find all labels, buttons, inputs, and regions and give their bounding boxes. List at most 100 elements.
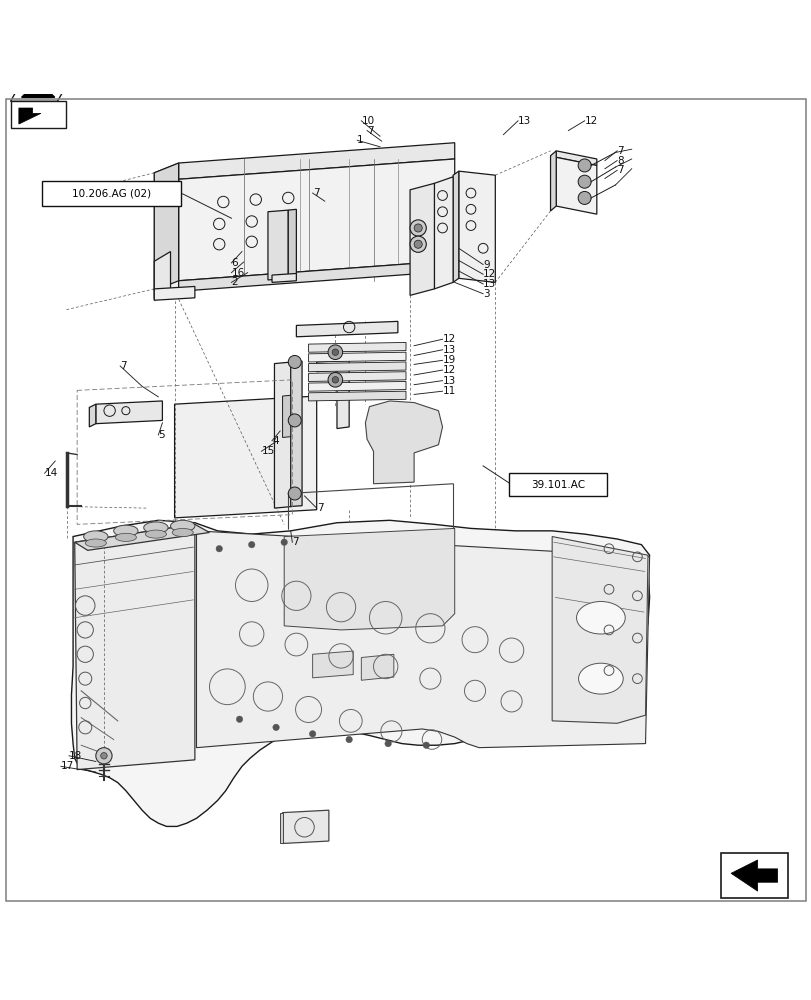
- Circle shape: [414, 240, 422, 248]
- Text: 3: 3: [483, 289, 489, 299]
- Circle shape: [577, 175, 590, 188]
- Ellipse shape: [145, 530, 166, 538]
- Polygon shape: [154, 252, 170, 299]
- Text: 12: 12: [483, 269, 496, 279]
- Polygon shape: [274, 362, 292, 508]
- FancyBboxPatch shape: [42, 181, 181, 206]
- Text: 10: 10: [361, 116, 374, 126]
- Text: 13: 13: [483, 279, 496, 289]
- Text: 12: 12: [442, 365, 455, 375]
- Circle shape: [281, 539, 287, 545]
- Circle shape: [288, 414, 301, 427]
- Text: 7: 7: [312, 188, 319, 198]
- Polygon shape: [361, 654, 393, 680]
- Text: 4: 4: [272, 436, 278, 446]
- Polygon shape: [550, 151, 556, 211]
- Polygon shape: [178, 260, 454, 291]
- Circle shape: [332, 377, 338, 383]
- Circle shape: [414, 224, 422, 232]
- Polygon shape: [282, 810, 328, 843]
- Text: 2: 2: [231, 277, 238, 287]
- Ellipse shape: [115, 533, 136, 541]
- Text: 7: 7: [120, 361, 127, 371]
- Text: 9: 9: [483, 260, 489, 270]
- Polygon shape: [308, 381, 406, 391]
- Circle shape: [236, 716, 242, 722]
- Polygon shape: [280, 813, 282, 843]
- Circle shape: [345, 736, 352, 743]
- Text: 15: 15: [261, 446, 274, 456]
- Text: 13: 13: [517, 116, 530, 126]
- Circle shape: [101, 753, 107, 759]
- Polygon shape: [730, 860, 777, 891]
- Polygon shape: [11, 101, 66, 128]
- Polygon shape: [288, 209, 296, 278]
- Polygon shape: [410, 183, 434, 295]
- Circle shape: [216, 545, 222, 552]
- Circle shape: [384, 740, 391, 747]
- Polygon shape: [154, 163, 178, 291]
- Polygon shape: [178, 143, 454, 179]
- Circle shape: [288, 487, 301, 500]
- Circle shape: [577, 159, 590, 172]
- Polygon shape: [71, 520, 649, 826]
- Text: 5: 5: [158, 430, 165, 440]
- Circle shape: [288, 355, 301, 368]
- Text: 13: 13: [442, 345, 455, 355]
- Ellipse shape: [84, 531, 108, 542]
- Text: 19: 19: [442, 355, 455, 365]
- Text: 18: 18: [69, 751, 82, 761]
- Polygon shape: [272, 273, 296, 282]
- Polygon shape: [282, 395, 290, 437]
- Polygon shape: [308, 372, 406, 381]
- Polygon shape: [308, 342, 406, 352]
- Polygon shape: [75, 524, 195, 770]
- Text: 12: 12: [584, 116, 597, 126]
- Text: 14: 14: [45, 468, 58, 478]
- Polygon shape: [556, 157, 596, 214]
- Ellipse shape: [170, 520, 195, 532]
- Text: 10.206.AG (02): 10.206.AG (02): [72, 188, 151, 198]
- FancyBboxPatch shape: [508, 473, 607, 496]
- Text: 7: 7: [616, 146, 623, 156]
- Ellipse shape: [144, 522, 168, 533]
- Polygon shape: [720, 853, 787, 898]
- Polygon shape: [96, 401, 162, 424]
- Polygon shape: [268, 210, 288, 280]
- Circle shape: [328, 345, 342, 360]
- Text: 11: 11: [442, 386, 455, 396]
- Text: 13: 13: [442, 376, 455, 386]
- Circle shape: [410, 236, 426, 252]
- Ellipse shape: [577, 663, 623, 694]
- Ellipse shape: [172, 528, 193, 537]
- Ellipse shape: [576, 601, 624, 634]
- Text: 1: 1: [357, 135, 363, 145]
- Ellipse shape: [114, 525, 138, 537]
- Polygon shape: [284, 528, 454, 630]
- Text: 39.101.AC: 39.101.AC: [530, 480, 585, 490]
- Circle shape: [423, 742, 429, 748]
- Text: 16: 16: [231, 268, 244, 278]
- Circle shape: [332, 349, 338, 355]
- Circle shape: [96, 748, 112, 764]
- Text: 12: 12: [442, 334, 455, 344]
- Circle shape: [577, 191, 590, 204]
- Polygon shape: [290, 361, 302, 506]
- Polygon shape: [458, 171, 495, 282]
- Text: 8: 8: [616, 156, 623, 166]
- Ellipse shape: [85, 539, 106, 547]
- Polygon shape: [434, 177, 453, 289]
- Text: 7: 7: [316, 503, 323, 513]
- Polygon shape: [196, 531, 649, 748]
- Text: 6: 6: [231, 258, 238, 268]
- Text: 7: 7: [367, 126, 373, 136]
- Polygon shape: [308, 391, 406, 401]
- Polygon shape: [312, 651, 353, 678]
- Text: 7: 7: [616, 165, 623, 175]
- Circle shape: [410, 220, 426, 236]
- Text: 7: 7: [292, 537, 298, 547]
- Circle shape: [309, 731, 315, 737]
- Polygon shape: [316, 360, 349, 429]
- Polygon shape: [22, 89, 54, 97]
- Polygon shape: [308, 362, 406, 372]
